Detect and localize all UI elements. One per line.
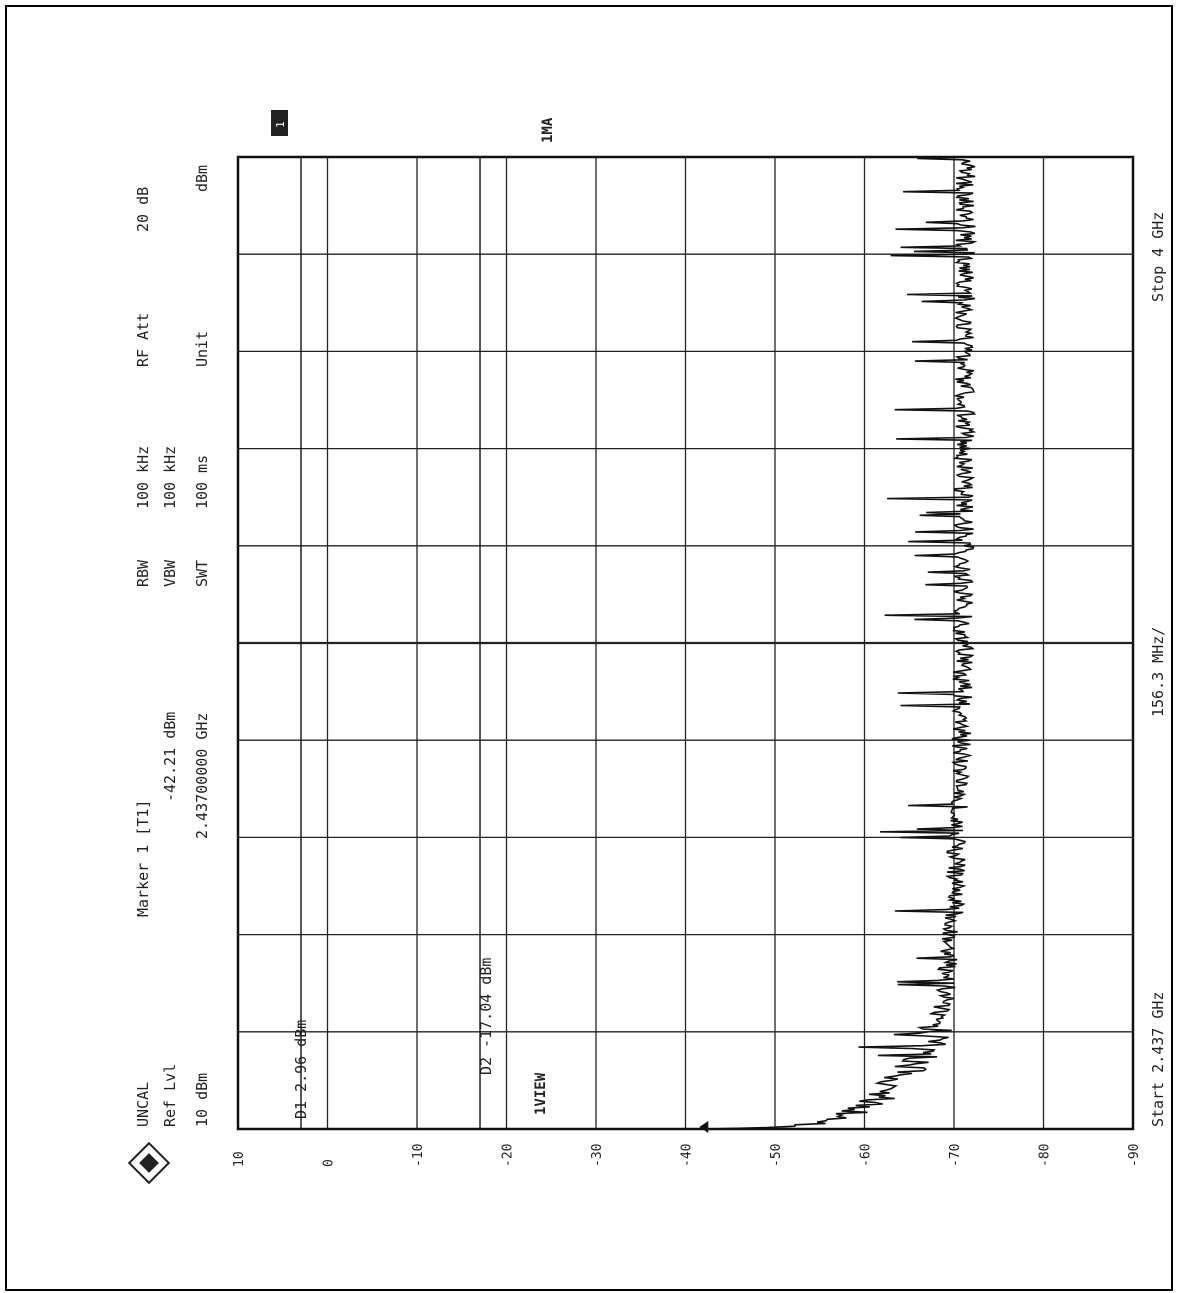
marker-level: -42.21 dBm [161, 712, 179, 802]
rohde-schwarz-logo [127, 1141, 171, 1185]
marker-badge: 1 [274, 121, 287, 128]
printout-frame: UNCAL Ref Lvl 10 dBm Marker 1 [T1] -42.2… [5, 5, 1173, 1291]
y-tick-label: -80 [1038, 1144, 1053, 1167]
y-tick-label: -50 [769, 1144, 784, 1167]
frequency-span: 156.3 MHz/ [1149, 627, 1167, 717]
unit-label: Unit [193, 331, 211, 367]
ref-lvl-label: Ref Lvl [161, 1064, 179, 1127]
d2-label: D2 -17.04 dBm [477, 958, 495, 1075]
marker-1-triangle [699, 1121, 709, 1133]
spectrum-trace [705, 156, 978, 1130]
y-tick-label: 10 [232, 1151, 247, 1167]
y-tick-label: -70 [948, 1144, 963, 1167]
y-tick-label: -40 [680, 1144, 695, 1167]
marker-frequency: 2.43700000 GHz [193, 713, 211, 839]
swt-label: SWT [193, 560, 211, 587]
ref-lvl-value: 10 dBm [193, 1073, 211, 1127]
rbw-label: RBW [134, 559, 152, 587]
trace-mode-label: 1MA [540, 117, 556, 143]
spectrum-plot: UNCAL Ref Lvl 10 dBm Marker 1 [T1] -42.2… [127, 110, 1167, 1185]
y-tick-label: -60 [859, 1144, 874, 1167]
d1-label: D1 2.96 dBm [292, 1020, 310, 1119]
y-tick-label: -90 [1127, 1144, 1142, 1167]
vbw-label: VBW [161, 559, 179, 587]
plot-grid [236, 155, 1135, 1131]
view-label: 1VIEW [533, 1072, 549, 1115]
marker-1-symbol [699, 1121, 709, 1133]
y-tick-labels: 10 0 -10 -20 -30 -40 -50 -60 -70 -80 -90 [232, 1144, 1142, 1167]
start-frequency: Start 2.437 GHz [1149, 992, 1167, 1127]
y-tick-label: 0 [322, 1159, 337, 1167]
stop-frequency: Stop 4 GHz [1149, 212, 1167, 302]
y-tick-label: -10 [411, 1144, 426, 1167]
marker-badge-box [271, 110, 288, 136]
y-tick-label: -20 [501, 1144, 516, 1167]
swt-value: 100 ms [193, 455, 211, 509]
rf-att-label: RF Att [134, 313, 152, 367]
vbw-value: 100 kHz [161, 446, 179, 509]
rbw-value: 100 kHz [134, 446, 152, 509]
y-tick-label: -30 [590, 1144, 605, 1167]
unit-value: dBm [193, 165, 211, 192]
display-lines [300, 157, 481, 1129]
uncal-label: UNCAL [134, 1082, 152, 1127]
rf-att-value: 20 dB [134, 187, 152, 232]
marker-title: Marker 1 [T1] [134, 800, 152, 917]
